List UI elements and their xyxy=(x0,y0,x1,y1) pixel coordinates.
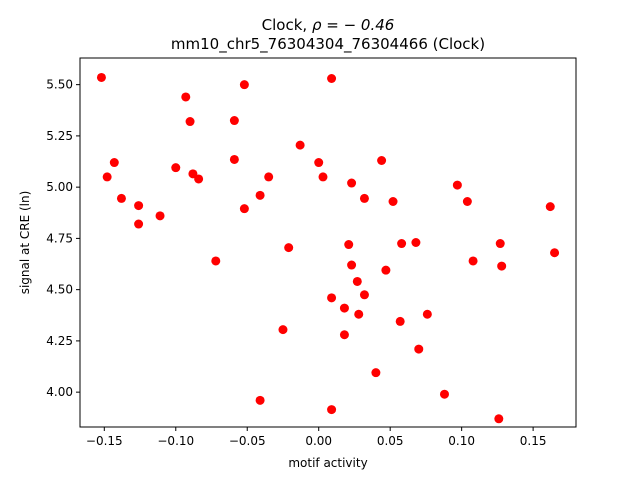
data-point xyxy=(381,265,391,275)
data-point xyxy=(134,219,144,229)
data-point xyxy=(327,405,337,415)
x-tick-label: −0.10 xyxy=(157,434,194,448)
y-axis-label: signal at CRE (ln) xyxy=(18,191,32,295)
data-point xyxy=(239,204,249,214)
x-tick-label: 0.10 xyxy=(448,434,475,448)
data-point xyxy=(452,180,462,190)
data-point xyxy=(314,158,324,168)
points-layer xyxy=(96,72,560,424)
data-point xyxy=(377,156,387,165)
data-point xyxy=(102,172,112,182)
x-tick-label: 0.00 xyxy=(305,434,332,448)
data-point xyxy=(397,239,407,249)
data-point xyxy=(255,395,265,405)
plot-frame xyxy=(79,57,577,428)
data-point xyxy=(359,193,369,203)
data-point xyxy=(414,344,424,354)
data-point xyxy=(188,169,198,179)
data-point xyxy=(229,154,239,164)
y-tick-label: 5.50 xyxy=(46,78,73,92)
data-point xyxy=(497,261,507,271)
data-point xyxy=(494,414,504,424)
data-point xyxy=(194,174,204,184)
data-point xyxy=(354,309,364,319)
y-tick-label: 4.25 xyxy=(46,334,73,348)
data-point xyxy=(395,316,405,326)
y-tick-label: 4.50 xyxy=(46,283,73,297)
data-point xyxy=(181,92,191,102)
x-tick-label: 0.15 xyxy=(520,434,547,448)
data-point xyxy=(116,193,126,203)
data-point xyxy=(359,290,369,300)
data-point xyxy=(318,172,328,182)
data-point xyxy=(347,260,357,270)
data-point xyxy=(211,256,221,266)
data-point xyxy=(495,239,505,249)
data-point xyxy=(327,293,337,303)
data-point xyxy=(462,197,472,206)
data-point xyxy=(109,158,119,168)
data-point xyxy=(255,190,265,200)
data-point xyxy=(339,330,349,340)
data-point xyxy=(439,389,449,399)
y-tick-label: 4.75 xyxy=(46,231,73,245)
data-point xyxy=(352,276,362,286)
data-point xyxy=(134,201,144,211)
data-point xyxy=(468,256,478,266)
data-point xyxy=(344,240,354,250)
data-point xyxy=(185,117,195,127)
data-point xyxy=(347,178,357,188)
y-tick-label: 5.25 xyxy=(46,129,73,143)
data-point xyxy=(388,197,398,206)
data-point xyxy=(550,248,560,258)
x-tick-label: 0.05 xyxy=(377,434,404,448)
data-point xyxy=(327,74,337,83)
data-point xyxy=(545,202,555,212)
data-point xyxy=(371,368,381,378)
y-tick-label: 5.00 xyxy=(46,180,73,194)
data-point xyxy=(339,303,349,313)
data-point xyxy=(264,172,274,182)
data-point xyxy=(155,211,165,221)
data-point xyxy=(96,72,106,82)
y-tick-label: 4.00 xyxy=(46,385,73,399)
data-point xyxy=(229,116,239,126)
chart-title-math: ρ = − 0.46 xyxy=(312,16,394,34)
x-axis-label: motif activity xyxy=(288,456,367,470)
data-point xyxy=(295,140,305,150)
data-point xyxy=(239,80,249,90)
x-tick-label: −0.15 xyxy=(86,434,123,448)
chart-title-line-2: mm10_chr5_76304304_76304466 (Clock) xyxy=(171,35,485,54)
chart-title-prefix: Clock, xyxy=(262,16,312,34)
data-point xyxy=(284,243,294,253)
data-point xyxy=(171,163,181,173)
data-point xyxy=(411,238,421,247)
chart-title-line-1: Clock, ρ = − 0.46 xyxy=(262,16,395,34)
data-point xyxy=(278,325,288,335)
ticks-layer: −0.15 −0.10 −0.05 0.00 0.05 0.10 0.15 4.00 4.25 4… xyxy=(46,78,546,448)
x-tick-label: −0.05 xyxy=(229,434,266,448)
data-point xyxy=(422,309,432,319)
